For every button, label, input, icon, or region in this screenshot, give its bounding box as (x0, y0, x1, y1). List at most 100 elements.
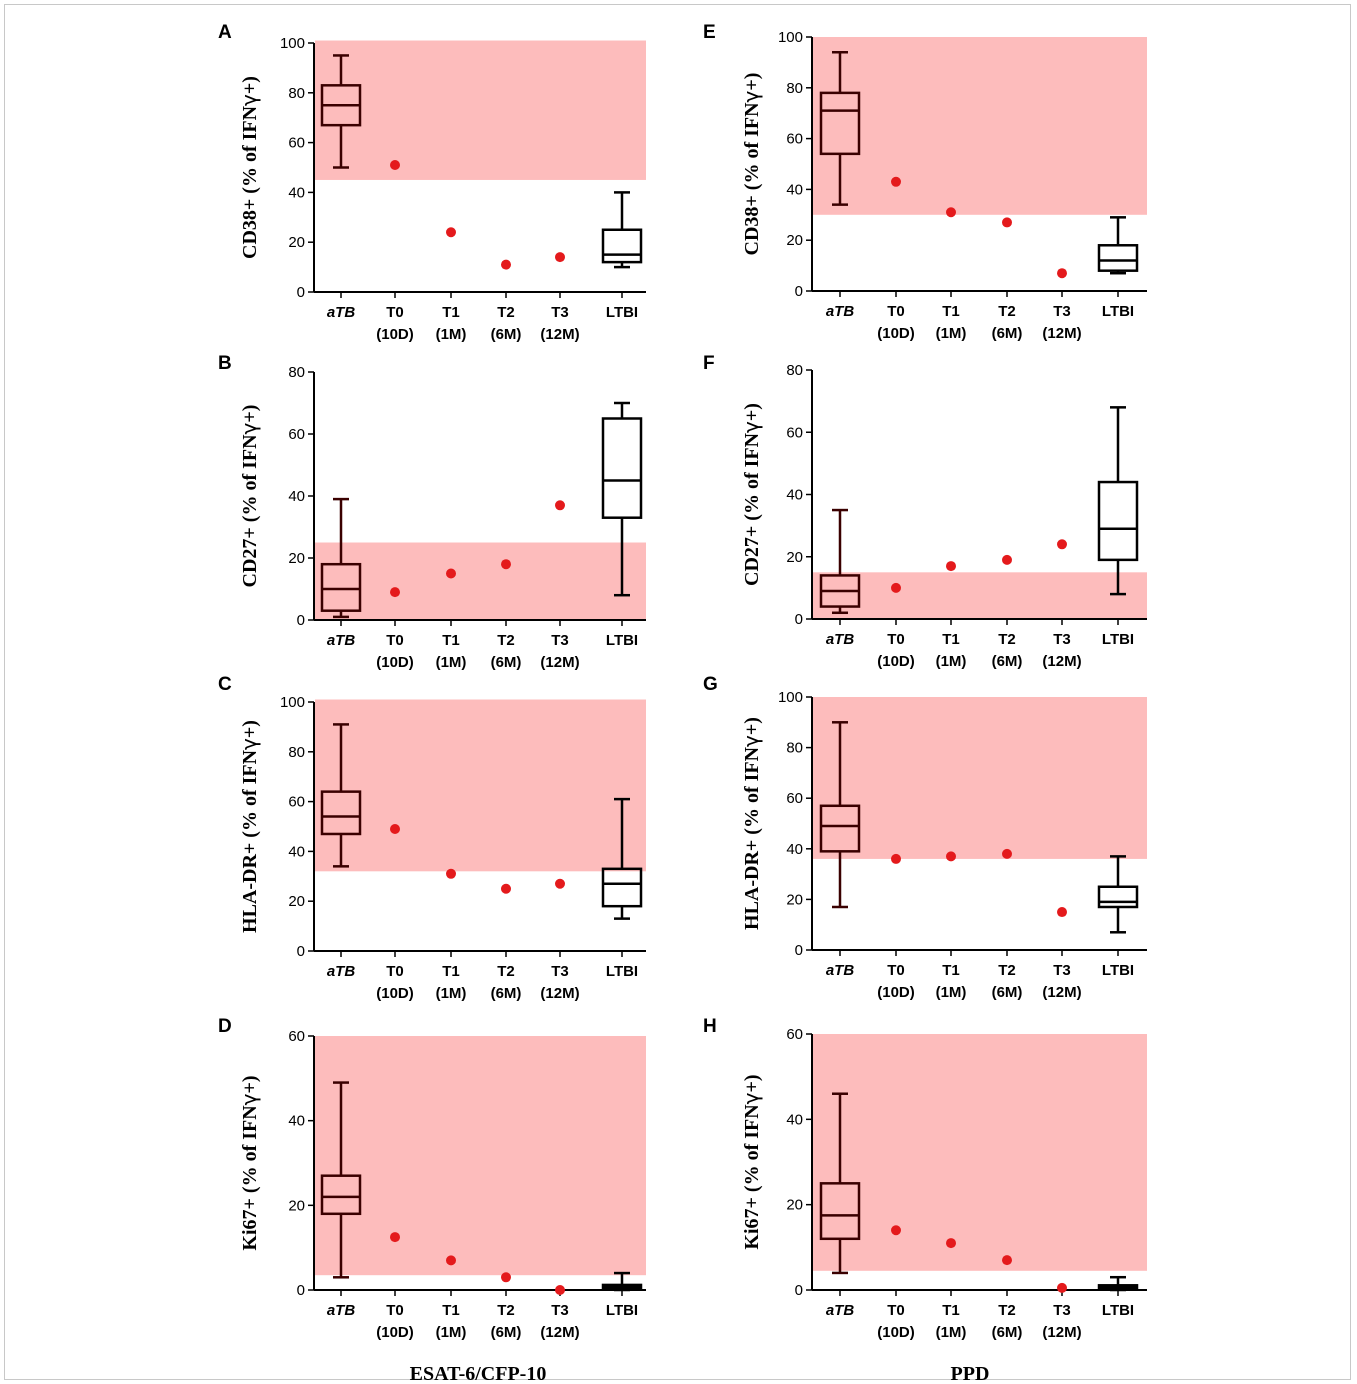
y-tick-label-a-2: 40 (288, 184, 305, 201)
x-tick-label-h-4-0: T3 (1053, 1302, 1071, 1319)
x-tick-label-e-2-1: (1M) (936, 325, 967, 342)
data-point-h-4 (1057, 1282, 1067, 1293)
data-point-f-4 (1057, 539, 1067, 550)
y-tick-label-b-3: 60 (288, 426, 305, 443)
x-tick-label-c-4-0: T3 (551, 963, 569, 980)
iqr-box-h-0 (819, 1182, 861, 1241)
x-tick-label-g-3-0: T2 (998, 962, 1016, 979)
data-point-a-1 (390, 160, 400, 171)
data-point-f-3 (1002, 554, 1012, 565)
y-tick-label-e-3: 60 (786, 131, 803, 148)
x-tick-label-a-3-1: (6M) (491, 326, 522, 343)
shaded-band-d (315, 1036, 646, 1276)
x-tick-label-h-4-1: (12M) (1042, 1324, 1081, 1341)
x-tick-label-a-4-0: T3 (551, 304, 569, 321)
y-tick-label-e-2: 40 (786, 181, 803, 198)
x-tick-label-f-2-0: T1 (942, 631, 960, 648)
data-point-e-4 (1057, 268, 1067, 279)
y-tick-label-g-3: 60 (786, 790, 803, 807)
y-axis-label-h: Ki67+ (% of IFNγ+) (739, 1074, 763, 1249)
x-tick-label-b-1-1: (10D) (376, 654, 414, 671)
y-tick-label-c-3: 60 (288, 794, 305, 811)
y-axis-label-end-d: +) (239, 1075, 261, 1093)
y-tick-label-a-3: 60 (288, 135, 305, 152)
y-tick-label-a-4: 80 (288, 85, 305, 102)
shaded-band-g (813, 697, 1147, 859)
data-point-h-1 (891, 1225, 901, 1236)
x-tick-label-b-4-0: T3 (551, 632, 569, 649)
y-tick-label-d-1: 20 (288, 1197, 305, 1214)
y-tick-label-c-2: 40 (288, 843, 305, 860)
x-tick-label-f-3-0: T2 (998, 631, 1016, 648)
x-tick-label-d-0-0: aTB (327, 1302, 356, 1319)
y-tick-label-a-1: 20 (288, 234, 305, 251)
y-tick-label-d-2: 40 (288, 1113, 305, 1130)
group-label-esat: ESAT-6/CFP-10 (410, 1363, 547, 1384)
x-tick-label-e-2-0: T1 (942, 303, 960, 320)
x-tick-label-d-1-0: T0 (386, 1302, 404, 1319)
data-point-f-2 (946, 561, 956, 572)
data-point-b-2 (446, 568, 456, 579)
y-tick-label-h-1: 20 (786, 1197, 803, 1214)
data-point-h-2 (946, 1238, 956, 1249)
x-tick-label-g-0-0: aTB (826, 962, 855, 979)
x-tick-label-c-1-0: T0 (386, 963, 404, 980)
x-tick-label-c-0-0: aTB (327, 963, 356, 980)
x-tick-label-g-5-0: LTBI (1102, 962, 1134, 979)
x-tick-label-e-4-1: (12M) (1042, 325, 1081, 342)
y-tick-label-d-3: 60 (288, 1028, 305, 1045)
x-tick-label-e-3-1: (6M) (992, 325, 1023, 342)
x-tick-label-b-1-0: T0 (386, 632, 404, 649)
shaded-band-b (315, 542, 646, 620)
iqr-box-g-1 (1097, 885, 1139, 909)
box-b-0 (320, 497, 362, 619)
box-g-5 (1097, 855, 1139, 934)
y-axis-label-gamma-g: γ (739, 735, 763, 747)
x-tick-label-h-0-0: aTB (826, 1302, 855, 1319)
x-tick-label-d-4-1: (12M) (540, 1324, 579, 1341)
y-tick-label-h-3: 60 (786, 1026, 803, 1043)
box-d-5 (601, 1271, 643, 1292)
x-tick-label-c-1-1: (10D) (376, 985, 414, 1002)
shaded-band-e (813, 37, 1147, 215)
y-axis-label-main-g: HLA-DR+ (% of IFN (741, 746, 763, 930)
y-axis-label-end-c: +) (239, 720, 261, 738)
box-h-5 (1097, 1275, 1139, 1292)
x-tick-label-a-2-0: T1 (442, 304, 460, 321)
x-tick-label-b-2-0: T1 (442, 632, 460, 649)
y-tick-label-g-2: 40 (786, 841, 803, 858)
y-axis-label-end-f: +) (741, 403, 763, 421)
x-tick-label-d-2-1: (1M) (436, 1324, 467, 1341)
x-tick-label-b-5-0: LTBI (606, 632, 638, 649)
x-tick-label-h-1-1: (10D) (877, 1324, 915, 1341)
data-point-e-2 (946, 207, 956, 218)
x-tick-label-g-2-1: (1M) (936, 984, 967, 1001)
data-point-a-2 (446, 227, 456, 238)
y-axis-label-c: HLA-DR+ (% of IFNγ+) (237, 720, 261, 933)
x-tick-label-d-4-0: T3 (551, 1302, 569, 1319)
x-tick-label-c-2-0: T1 (442, 963, 460, 980)
y-tick-label-e-1: 20 (786, 232, 803, 249)
panel-letter-h: H (703, 1016, 717, 1037)
x-tick-label-f-2-1: (1M) (936, 653, 967, 670)
panel-f: F 0 20 40 60 80 aTB T0 (10D) T1 (1M) T2 (6M) T3 (12M) L… (703, 353, 1147, 670)
x-tick-label-a-5-0: LTBI (606, 304, 638, 321)
x-tick-label-h-5-0: LTBI (1102, 1302, 1134, 1319)
y-axis-label-main-a: CD38+ (% of IFN (239, 105, 261, 259)
iqr-box-b-1 (601, 417, 643, 519)
data-point-b-4 (555, 500, 565, 511)
data-point-d-2 (446, 1255, 456, 1266)
y-axis-label-end-g: +) (741, 717, 763, 735)
figure-frame (4, 4, 1351, 1380)
x-tick-label-f-4-1: (12M) (1042, 653, 1081, 670)
panel-letter-c: C (218, 674, 232, 695)
data-point-c-3 (501, 883, 511, 894)
y-axis-label-gamma-d: γ (237, 1093, 261, 1105)
box-h-0 (819, 1092, 861, 1275)
x-tick-label-f-0-0: aTB (826, 631, 855, 648)
x-tick-label-b-4-1: (12M) (540, 654, 579, 671)
box-e-0 (819, 50, 861, 206)
data-point-e-1 (891, 176, 901, 187)
x-tick-label-c-3-0: T2 (497, 963, 515, 980)
